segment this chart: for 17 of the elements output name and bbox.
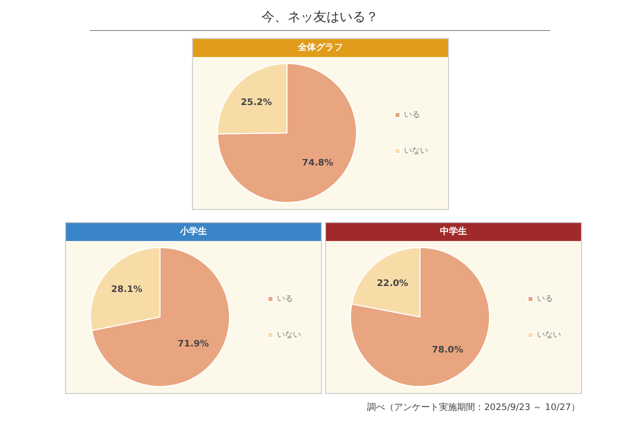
- chart-subtitle: 全体グラフ: [193, 39, 448, 57]
- chart-subtitle: 小学生: [66, 223, 321, 241]
- chart-title: 今、ネッ友はいる？: [90, 8, 550, 31]
- text: 調べ（アンケート実施期間：2025/9/23 ～ 10/27）: [367, 402, 580, 414]
- data-label: 28.1%: [111, 284, 142, 295]
- legend-label: いる: [537, 294, 553, 304]
- data-label: 25.2%: [240, 98, 272, 108]
- legend-label: いない: [277, 330, 301, 340]
- data-label: 78.0%: [432, 346, 464, 356]
- legend-label: いる: [277, 294, 293, 304]
- legend-label: いる: [404, 110, 420, 120]
- data-label: 22.0%: [376, 279, 408, 290]
- data-label: 74.8%: [302, 158, 334, 169]
- chart-subtitle: 中学生: [326, 223, 581, 241]
- legend-label: いない: [404, 146, 428, 156]
- data-label: 71.9%: [178, 340, 209, 350]
- legend-label: いない: [537, 330, 561, 340]
